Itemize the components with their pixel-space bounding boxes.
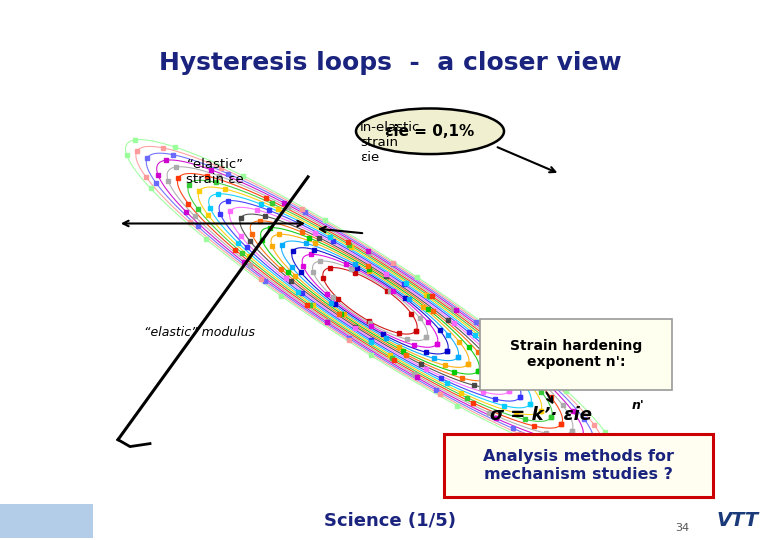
Text: n': n': [632, 400, 645, 413]
FancyBboxPatch shape: [480, 319, 672, 390]
Text: VTT: VTT: [716, 511, 758, 530]
Text: σ = k’· εie: σ = k’· εie: [490, 406, 592, 424]
Text: “elastic” modulus: “elastic” modulus: [144, 326, 256, 339]
FancyBboxPatch shape: [0, 504, 93, 538]
Text: Science (1/5): Science (1/5): [324, 511, 456, 530]
Text: Strain hardening
exponent n':: Strain hardening exponent n':: [510, 339, 642, 369]
Text: “elastic”
strain εe: “elastic” strain εe: [186, 158, 244, 186]
Text: εie = 0,1%: εie = 0,1%: [385, 124, 474, 139]
Text: takaisin: takaisin: [20, 514, 68, 527]
Text: 34: 34: [675, 523, 690, 534]
Text: Analysis methods for
mechanism studies ?: Analysis methods for mechanism studies ?: [483, 449, 674, 482]
Text: Hysteresis loops  -  a closer view: Hysteresis loops - a closer view: [158, 51, 622, 75]
Ellipse shape: [356, 109, 504, 154]
Text: in-elastic
strain
εie: in-elastic strain εie: [360, 121, 420, 164]
FancyBboxPatch shape: [444, 434, 713, 497]
